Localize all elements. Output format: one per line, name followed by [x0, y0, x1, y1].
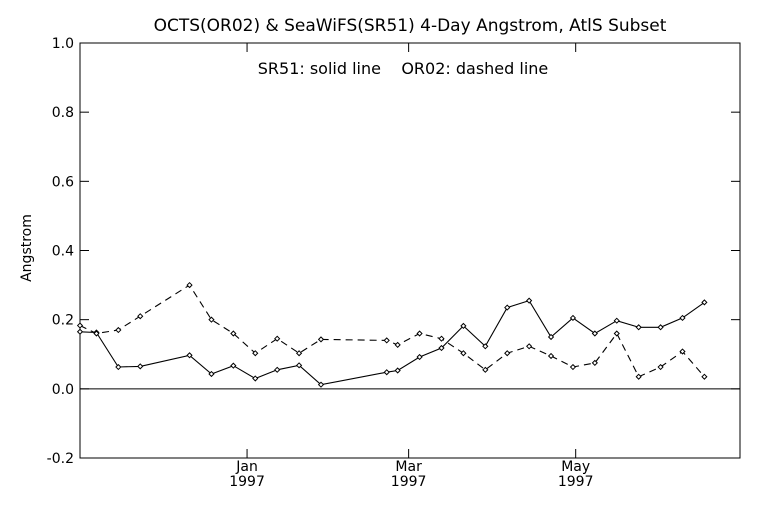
series-legend-note: SR51: solid line OR02: dashed line	[258, 59, 549, 78]
y-tick-label: 1.0	[52, 36, 74, 52]
series-line-or02	[79, 284, 705, 378]
series-line-sr51	[79, 299, 705, 386]
x-tick-year: 1997	[391, 474, 427, 490]
data-point-or02	[93, 330, 100, 337]
data-point-sr51	[547, 333, 555, 341]
data-point-sr51	[137, 363, 144, 370]
data-point-or02	[504, 350, 511, 357]
data-point-or02	[317, 336, 325, 343]
data-point-or02	[394, 341, 401, 349]
data-point-sr51	[504, 304, 511, 311]
data-point-sr51	[383, 369, 390, 376]
series-sr51	[76, 297, 708, 388]
y-tick-label: 0.8	[52, 105, 74, 121]
data-point-sr51	[76, 328, 84, 335]
data-point-sr51	[317, 381, 325, 388]
data-point-sr51	[230, 362, 237, 369]
data-point-sr51	[613, 317, 620, 324]
chart-title: OCTS(OR02) & SeaWiFS(SR51) 4-Day Angstro…	[154, 16, 667, 36]
y-tick-label: -0.2	[47, 451, 74, 467]
data-point-or02	[547, 352, 555, 360]
data-point-or02	[383, 337, 390, 344]
data-point-sr51	[295, 362, 303, 369]
data-point-sr51	[416, 353, 423, 361]
data-point-or02	[460, 350, 467, 357]
data-point-or02	[679, 348, 686, 355]
data-point-or02	[295, 350, 303, 357]
data-point-sr51	[394, 367, 401, 374]
data-point-sr51	[569, 314, 577, 322]
data-point-or02	[252, 350, 259, 357]
data-point-or02	[186, 281, 193, 289]
data-point-or02	[137, 313, 144, 320]
data-point-sr51	[186, 352, 193, 359]
data-point-sr51	[438, 344, 445, 352]
y-tick-label: 0.2	[52, 313, 74, 329]
x-tick-year: 1997	[229, 474, 265, 490]
data-point-sr51	[252, 375, 259, 382]
data-point-or02	[115, 326, 122, 334]
data-point-sr51	[591, 330, 598, 337]
data-point-sr51	[701, 299, 708, 306]
data-point-or02	[569, 363, 577, 371]
x-tick-year: 1997	[558, 474, 594, 490]
data-point-or02	[526, 343, 533, 350]
data-point-or02	[482, 366, 489, 373]
data-point-sr51	[482, 343, 489, 350]
data-point-or02	[76, 322, 84, 329]
data-point-or02	[438, 335, 445, 342]
data-point-or02	[635, 373, 642, 380]
data-point-sr51	[635, 324, 642, 331]
data-point-or02	[591, 359, 598, 367]
series-or02	[76, 281, 708, 380]
data-point-sr51	[208, 370, 215, 378]
axis-ticks: -0.20.00.20.40.60.81.0Jan1997Mar1997May1…	[47, 36, 740, 490]
data-point-sr51	[657, 324, 664, 331]
data-point-sr51	[115, 363, 122, 371]
plot-frame	[79, 42, 741, 459]
data-point-sr51	[526, 297, 533, 304]
data-point-or02	[208, 316, 215, 323]
data-point-sr51	[274, 366, 281, 373]
y-tick-label: 0.4	[52, 244, 74, 260]
y-tick-label: 0.6	[52, 174, 74, 190]
data-point-sr51	[460, 322, 467, 329]
data-point-or02	[230, 330, 237, 337]
data-point-or02	[657, 363, 664, 371]
data-point-or02	[274, 335, 281, 342]
data-point-sr51	[679, 314, 686, 322]
x-tick-month: Mar	[395, 459, 422, 475]
y-axis-label: Angstrom	[19, 214, 35, 282]
series-layer	[76, 281, 708, 388]
y-tick-label: 0.0	[52, 382, 74, 398]
x-tick-month: Jan	[235, 459, 258, 475]
data-point-or02	[416, 330, 423, 337]
data-point-or02	[613, 330, 620, 337]
data-point-or02	[701, 373, 708, 380]
x-tick-month: May	[561, 459, 590, 475]
